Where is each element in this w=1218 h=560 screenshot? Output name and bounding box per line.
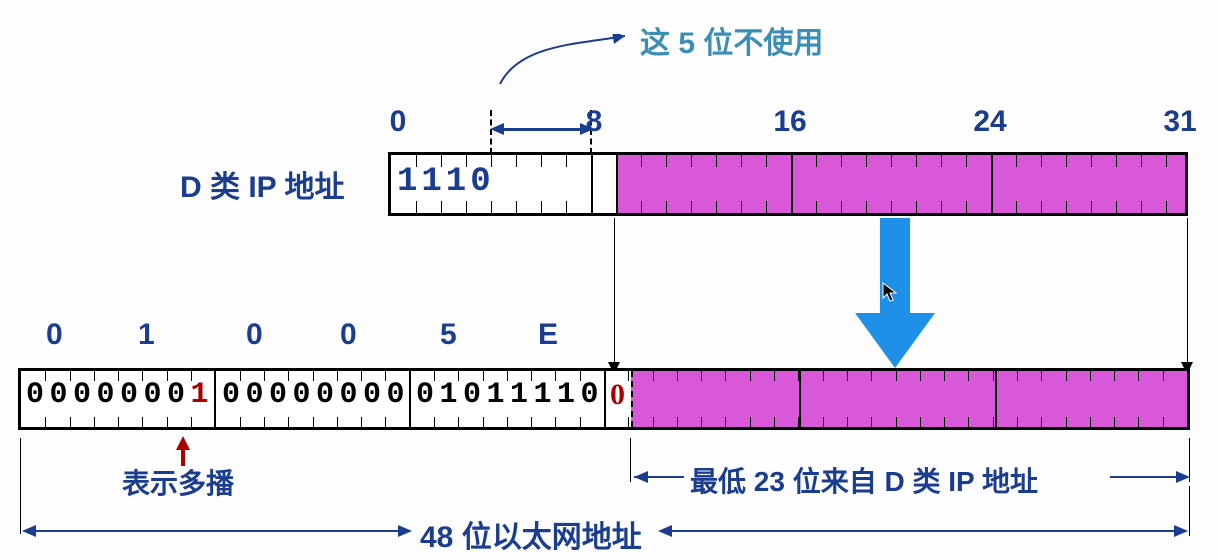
- mac48-arrow-right: [660, 530, 1186, 532]
- ip-bitfield-bar: 1110: [388, 152, 1188, 216]
- hex-2a: 5: [440, 318, 457, 352]
- low23-rightarrow: [1176, 471, 1190, 483]
- mac-bit25: 0: [610, 378, 625, 412]
- ip-bitnum-24: 24: [973, 105, 1006, 139]
- mac-bits-byte3: 01011110: [416, 378, 604, 412]
- mac-bits-byte1: 00000001: [26, 378, 214, 412]
- hex-0a: 0: [46, 318, 63, 352]
- low23-rightline: [1110, 476, 1178, 478]
- hex-2b: E: [538, 318, 558, 352]
- guide-left: [614, 218, 615, 368]
- ip-bitnum-31: 31: [1163, 105, 1196, 139]
- low23-leftarrow: [634, 471, 648, 483]
- ip-row-label: D 类 IP 地址: [180, 162, 344, 206]
- multicast-arrow-head: [176, 436, 190, 450]
- diagram-stage: 这 5 位不使用 0 8 16 24 31 D 类 IP 地址 1110: [0, 0, 1218, 560]
- mac-bits-byte1-txt: 0000000: [26, 378, 191, 412]
- low23-label: 最低 23 位来自 D 类 IP 地址: [690, 460, 1038, 500]
- five-bit-span-arrow: [498, 128, 582, 131]
- hex-1b: 0: [340, 318, 357, 352]
- mac-byte-3: [606, 371, 801, 427]
- low23-left-tick: [630, 438, 631, 482]
- guide-right: [1187, 218, 1188, 368]
- hex-1a: 0: [246, 318, 263, 352]
- multicast-label: 表示多播: [122, 462, 234, 502]
- mac48-left-tick: [20, 438, 21, 534]
- five-bit-span-arrow-l: [490, 123, 504, 135]
- mac48-right-tick: [1189, 486, 1190, 536]
- mac48-label: 48 位以太网地址: [420, 512, 642, 556]
- mac48-arrow-left: [24, 530, 410, 532]
- mac-dash-bit25: [631, 371, 633, 427]
- ip-purple-fill: [616, 155, 1185, 213]
- ip-bitnum-0: 0: [390, 105, 407, 139]
- mapping-big-arrow: [855, 218, 935, 368]
- ip-bitnum-16: 16: [773, 105, 806, 139]
- note-curve-arrow: [480, 34, 640, 94]
- low23-right-tick: [1189, 438, 1190, 482]
- ip-leading-bits: 1110: [397, 163, 495, 201]
- hex-0b: 1: [138, 318, 155, 352]
- mac-multicast-bit: 1: [191, 378, 215, 412]
- unused-5bit-note: 这 5 位不使用: [640, 18, 823, 62]
- ip-bitnum-8: 8: [586, 105, 603, 139]
- mac-bits-byte2: 00000000: [222, 378, 410, 412]
